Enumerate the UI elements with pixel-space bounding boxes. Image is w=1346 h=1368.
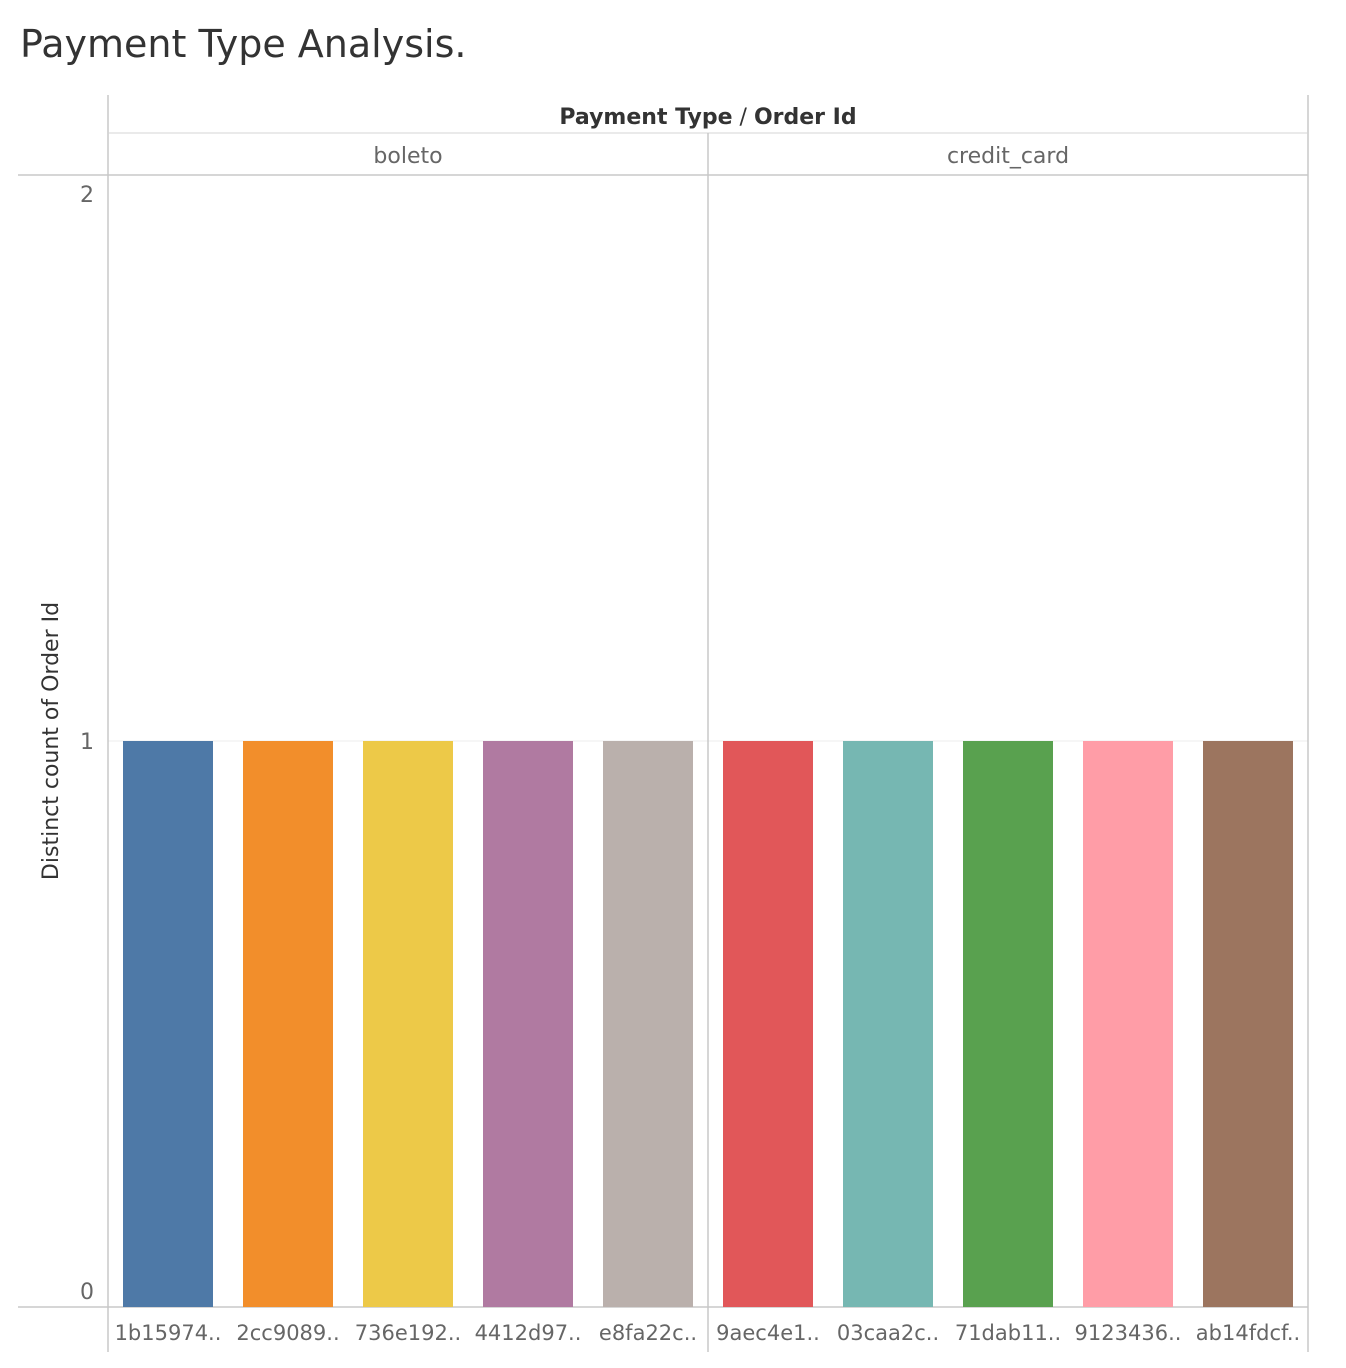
panel-header-boleto: boleto [373, 144, 442, 169]
header-field-order-id: Order Id [754, 105, 857, 130]
bar [963, 741, 1053, 1307]
y-tick-label: 1 [80, 730, 94, 755]
header-separator: / [733, 105, 754, 130]
x-tick-label: ab14fdcf.. [1196, 1321, 1300, 1345]
x-tick-label: 9aec4e1.. [716, 1321, 820, 1345]
column-header: Payment Type / Order Id [559, 105, 856, 130]
bar [363, 741, 453, 1307]
x-tick-label: 736e192.. [355, 1321, 461, 1345]
x-tick-label: 4412d97.. [475, 1321, 582, 1345]
bar [723, 741, 813, 1307]
y-tick-label: 0 [80, 1280, 94, 1305]
bar [243, 741, 333, 1307]
x-tick-label: 1b15974.. [115, 1321, 222, 1345]
bar [843, 741, 933, 1307]
y-tick-label: 2 [80, 183, 94, 208]
x-tick-label: 9123436.. [1075, 1321, 1182, 1345]
x-tick-label: 03caa2c.. [837, 1321, 939, 1345]
panel-header-credit-card: credit_card [947, 144, 1069, 169]
x-tick-label: 2cc9089.. [236, 1321, 339, 1345]
bar [603, 741, 693, 1307]
chart-title: Payment Type Analysis. [20, 22, 467, 66]
bar [123, 741, 213, 1307]
y-axis-label: Distinct count of Order Id [39, 602, 64, 880]
bar [1083, 741, 1173, 1307]
bar [483, 741, 573, 1307]
header-field-payment-type: Payment Type [559, 105, 732, 130]
x-tick-label: 71dab11.. [955, 1321, 1061, 1345]
x-tick-label: e8fa22c.. [599, 1321, 697, 1345]
bar [1203, 741, 1293, 1307]
